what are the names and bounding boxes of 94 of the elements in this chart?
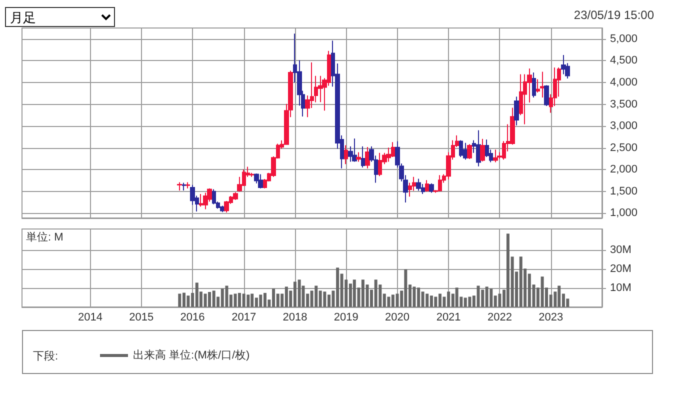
bar xyxy=(476,286,480,307)
bar xyxy=(558,286,561,307)
candlestick xyxy=(365,146,370,169)
bar xyxy=(455,288,458,307)
candlestick xyxy=(493,149,498,163)
candlestick xyxy=(429,182,434,194)
y-tick-label: 2,500 xyxy=(610,142,638,154)
x-tick-label: 2017 xyxy=(232,312,256,324)
y-tick-label: 4,000 xyxy=(610,76,638,88)
bar xyxy=(242,294,246,307)
bar xyxy=(212,290,216,307)
bar xyxy=(182,292,186,307)
bar xyxy=(234,294,237,307)
bar xyxy=(468,296,472,307)
y-axis-title: 単位: M xyxy=(26,232,64,244)
bar xyxy=(250,294,254,307)
candlestick xyxy=(258,174,263,189)
candlestick xyxy=(416,178,421,192)
candlestick xyxy=(177,182,182,192)
bar xyxy=(246,294,250,307)
y-tick-label: 3,500 xyxy=(610,98,638,110)
candlestick xyxy=(544,84,549,107)
bar xyxy=(348,284,352,307)
bar xyxy=(298,280,301,307)
x-tick-label: 2020 xyxy=(385,312,410,324)
bar xyxy=(387,296,390,307)
x-tick-label: 2018 xyxy=(282,312,308,324)
candlestick xyxy=(476,130,481,167)
candlestick xyxy=(459,140,463,158)
bar xyxy=(421,292,424,307)
bar xyxy=(519,256,522,307)
legend-title: 下段: xyxy=(33,350,58,362)
bar xyxy=(204,294,207,307)
bar xyxy=(323,292,326,307)
legend-label: 出来高 単位:(M株/口/枚) xyxy=(133,348,250,362)
candlestick xyxy=(182,182,186,192)
x-tick-label: 2014 xyxy=(78,312,102,324)
y-tick-label: 3,000 xyxy=(610,120,638,132)
candlestick xyxy=(536,78,540,93)
bar xyxy=(481,290,484,307)
candlestick xyxy=(212,188,216,205)
bar xyxy=(540,276,544,307)
candlestick xyxy=(425,180,429,192)
y-tick-label: 1,000 xyxy=(610,207,638,220)
bar xyxy=(220,288,224,307)
bar xyxy=(374,280,378,307)
bar xyxy=(352,280,356,307)
y-tick-label: 10M xyxy=(610,282,632,294)
bar xyxy=(485,286,488,307)
bar xyxy=(396,294,399,307)
candlestick xyxy=(352,138,357,162)
bar xyxy=(178,294,182,307)
bar xyxy=(259,294,262,307)
x-tick-label: 2019 xyxy=(334,312,358,324)
x-tick-label: 2023 xyxy=(538,312,564,324)
bar xyxy=(263,292,266,307)
candlestick xyxy=(540,71,545,98)
bar xyxy=(430,296,433,307)
x-tick-label: 2021 xyxy=(436,312,461,324)
candlestick xyxy=(532,72,536,98)
bar xyxy=(254,298,258,307)
bar xyxy=(426,294,429,307)
y-tick-label: 20M xyxy=(610,262,632,275)
x-tick-label: 2022 xyxy=(487,312,512,324)
bar xyxy=(464,298,467,307)
bar xyxy=(195,282,198,307)
x-tick-label: 2016 xyxy=(180,312,205,324)
bar xyxy=(314,286,318,307)
y-tick-label: 30M xyxy=(610,244,632,256)
period-select[interactable]: 月足 xyxy=(5,7,115,27)
y-tick-label: 1,500 xyxy=(610,185,638,198)
candlestick xyxy=(361,146,365,168)
candlestick xyxy=(561,54,566,75)
bar xyxy=(412,286,416,307)
candlestick xyxy=(463,142,468,160)
text: 23/05/19 15:00 xyxy=(574,8,654,22)
bar xyxy=(225,286,228,307)
y-tick-label: 5,000 xyxy=(610,32,638,45)
bar xyxy=(186,296,190,307)
y-tick-label: 2,000 xyxy=(610,164,638,176)
x-tick-label: 2015 xyxy=(129,312,154,324)
candlestick xyxy=(356,152,361,162)
bar xyxy=(498,294,502,307)
candlestick xyxy=(344,144,348,165)
candlestick xyxy=(186,182,190,189)
candlestick xyxy=(514,96,519,126)
bar xyxy=(284,286,288,307)
candlestick xyxy=(467,144,472,160)
bar xyxy=(490,288,493,307)
y-tick-label: 4,500 xyxy=(610,54,638,67)
candlestick xyxy=(203,192,208,210)
candlestick xyxy=(480,138,485,162)
bar xyxy=(434,296,438,307)
bar xyxy=(404,269,408,307)
